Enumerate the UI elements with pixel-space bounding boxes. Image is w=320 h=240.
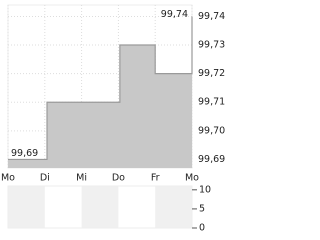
chart: 99,69 99,70 99,71 99,72 99,73 99,74 Mo Di Mi Do Fr…	[1, 4, 225, 233]
annotation: 99,69	[11, 148, 38, 159]
x-tick-label: Di	[40, 173, 50, 184]
line	[8, 16, 193, 161]
volume-frame	[7, 185, 193, 229]
y-tick-label: 5	[199, 203, 205, 214]
y-tick-label: 99,69	[198, 154, 225, 165]
y-tick-label: 0	[199, 223, 205, 233]
y-tick-label: 99,71	[198, 97, 225, 108]
x-tick-label: Mo	[185, 173, 199, 184]
day-band	[8, 186, 45, 228]
y-tick-label: 10	[199, 184, 211, 195]
area	[8, 16, 192, 168]
x-tick-label: Mi	[76, 173, 87, 184]
y-tick-label: 99,72	[198, 68, 225, 79]
y-tick-label: 99,74	[198, 11, 225, 22]
day-band	[155, 186, 192, 228]
x-tick-label: Fr	[151, 173, 160, 184]
x-tick-label: Mo	[1, 173, 15, 184]
y-tick-label: 99,73	[198, 40, 225, 51]
annotation: 99,74	[161, 9, 188, 20]
x-tick-label: Do	[112, 173, 125, 184]
day-band	[81, 186, 119, 228]
y-tick-label: 99,70	[198, 125, 225, 136]
